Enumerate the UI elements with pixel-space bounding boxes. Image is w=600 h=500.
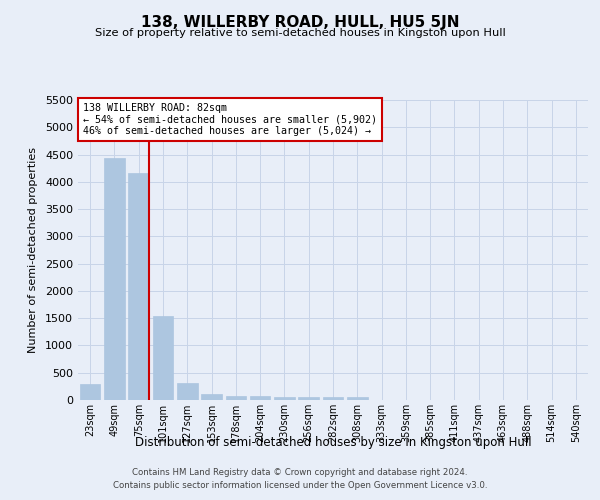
Bar (274, 396, 295, 400)
Bar (226, 396, 246, 400)
Text: Contains public sector information licensed under the Open Government Licence v3: Contains public sector information licen… (113, 480, 487, 490)
Text: Distribution of semi-detached houses by size in Kingston upon Hull: Distribution of semi-detached houses by … (134, 436, 532, 449)
Text: Contains HM Land Registry data © Crown copyright and database right 2024.: Contains HM Land Registry data © Crown c… (132, 468, 468, 477)
Bar (298, 397, 319, 400)
Bar (152, 316, 173, 400)
Bar (201, 394, 222, 400)
Bar (80, 384, 100, 400)
Text: 138 WILLERBY ROAD: 82sqm
← 54% of semi-detached houses are smaller (5,902)
46% o: 138 WILLERBY ROAD: 82sqm ← 54% of semi-d… (83, 103, 377, 136)
Text: 138, WILLERBY ROAD, HULL, HU5 5JN: 138, WILLERBY ROAD, HULL, HU5 5JN (141, 15, 459, 30)
Bar (128, 173, 149, 400)
Y-axis label: Number of semi-detached properties: Number of semi-detached properties (28, 147, 38, 353)
Bar (347, 396, 368, 400)
Bar (177, 382, 197, 400)
Bar (250, 396, 271, 400)
Bar (323, 397, 343, 400)
Bar (104, 158, 125, 400)
Text: Size of property relative to semi-detached houses in Kingston upon Hull: Size of property relative to semi-detach… (95, 28, 505, 38)
